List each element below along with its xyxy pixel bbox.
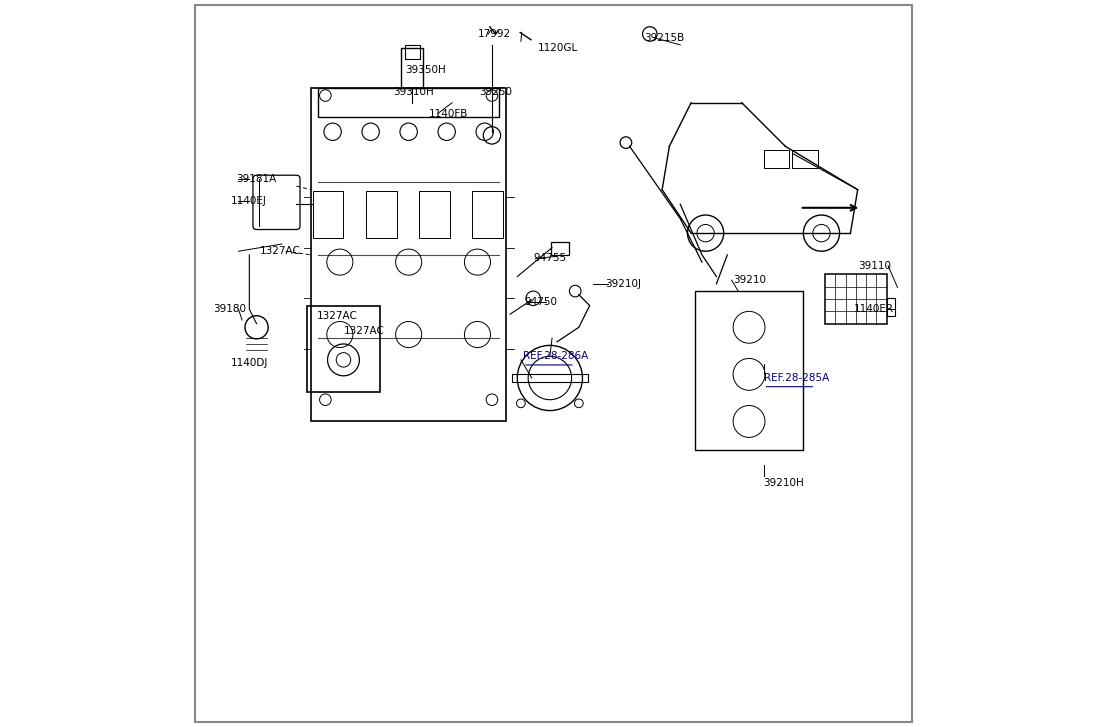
Text: 1140ER: 1140ER [855,304,894,314]
Text: 1327AC: 1327AC [317,310,358,321]
Text: 94750: 94750 [525,297,558,307]
Bar [405,45,420,60]
Text: 1120GL: 1120GL [538,44,578,54]
Bar [793,150,818,168]
Bar [420,191,449,238]
Text: REF.28-285A: REF.28-285A [764,373,829,383]
Text: 17992: 17992 [477,29,510,39]
Text: 39310H: 39310H [393,87,434,97]
Bar [513,374,588,382]
Text: 1140DJ: 1140DJ [231,358,269,369]
Text: 39110: 39110 [858,261,891,270]
Text: 1327AC: 1327AC [260,246,301,256]
Text: 94755: 94755 [534,254,567,263]
Bar [764,150,789,168]
Text: 1140FB: 1140FB [428,108,468,119]
Bar [308,305,380,393]
Text: 39210J: 39210J [606,279,642,289]
Bar [887,298,896,316]
Text: 39250: 39250 [479,87,513,97]
Bar [366,191,396,238]
Text: 39210H: 39210H [764,478,805,488]
Bar [318,88,499,117]
Text: REF.28-286A: REF.28-286A [524,351,588,361]
Text: 39210: 39210 [733,276,766,285]
Bar [313,191,343,238]
Text: 39180: 39180 [214,304,246,314]
Text: 1327AC: 1327AC [343,326,384,336]
Text: 39215B: 39215B [644,33,684,43]
Bar [550,242,569,255]
Bar [473,191,503,238]
Bar [402,49,423,88]
Text: 39350H: 39350H [405,65,446,75]
Bar [311,88,506,422]
Circle shape [687,215,724,252]
Bar [825,274,887,324]
Text: 39181A: 39181A [236,174,277,184]
Text: 1140EJ: 1140EJ [231,196,267,206]
Circle shape [804,215,839,252]
Bar [695,291,804,451]
